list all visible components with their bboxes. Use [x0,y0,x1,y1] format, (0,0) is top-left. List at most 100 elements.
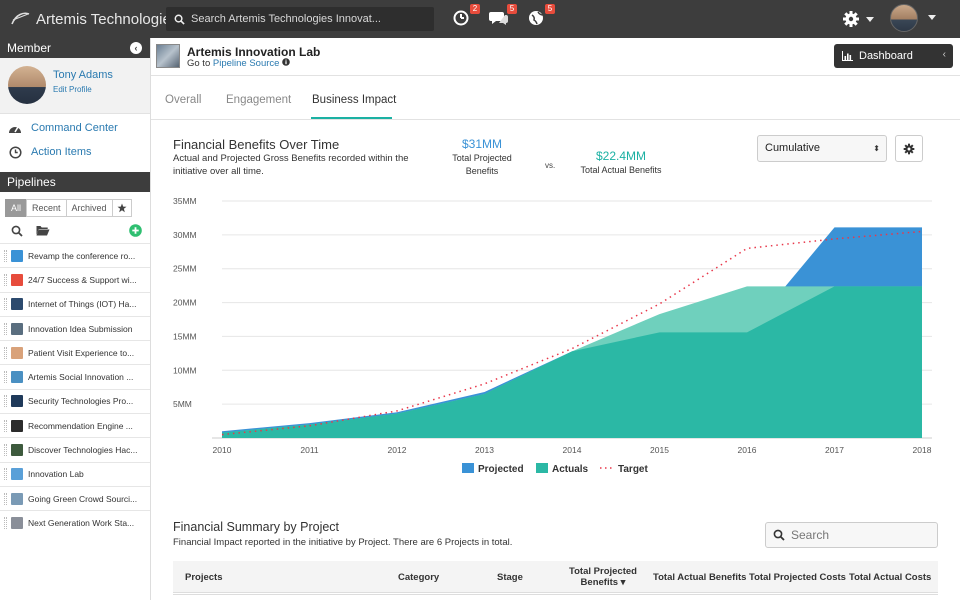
pipeline-list: Revamp the conference ro... 24/7 Success … [0,243,150,535]
bar-chart-icon [842,51,853,61]
search-pipelines-icon[interactable] [11,225,23,237]
col-total-projected-costs[interactable]: Total Projected Costs [749,571,846,583]
messages-button[interactable]: 5 [489,4,517,30]
nav-command-center-label: Command Center [31,122,118,134]
member-label: Member [7,41,52,55]
x-tick-label: 2010 [213,445,232,455]
summary-search-input[interactable]: Search [791,528,830,542]
col-projects[interactable]: Projects [185,571,223,583]
vs-label: vs. [545,161,556,170]
drag-handle-icon[interactable] [4,298,7,311]
nav-action-items[interactable]: Action Items [0,140,150,164]
drag-handle-icon[interactable] [4,444,7,457]
global-search[interactable]: Search Artemis Technologies Innovat... [166,7,434,31]
mode-select[interactable]: Cumulative ⬍ [757,135,887,162]
y-tick-label: 20MM [173,298,197,308]
pipeline-thumbnail [11,249,23,262]
summary-search[interactable]: Search [765,522,938,548]
pipeline-tools [0,217,150,243]
mode-select-value: Cumulative [765,142,821,154]
filter-all[interactable]: All [5,199,28,217]
tab-overall[interactable]: Overall [165,94,202,106]
drag-handle-icon[interactable] [4,492,7,505]
filter-archived[interactable]: Archived [65,199,113,217]
drag-handle-icon[interactable] [4,468,7,481]
pipeline-thumbnail [11,492,23,505]
pipeline-item[interactable]: Revamp the conference ro... [0,243,150,267]
pipeline-item[interactable]: Discover Technologies Hac... [0,437,150,461]
pipeline-item[interactable]: Innovation Idea Submission [0,315,150,340]
dashboard-button[interactable]: Dashboard ‹ [834,44,953,68]
drag-handle-icon[interactable] [4,273,7,286]
user-menu-caret-icon[interactable] [928,15,936,20]
drag-handle-icon[interactable] [4,249,7,262]
activity-icon [453,10,469,26]
chart-settings-button[interactable] [895,135,923,162]
drag-handle-icon[interactable] [4,419,7,432]
benefits-description: Actual and Projected Gross Benefits reco… [173,153,409,177]
tab-engagement[interactable]: Engagement [226,94,292,106]
add-pipeline-icon[interactable] [129,224,142,237]
tab-business-impact[interactable]: Business Impact [312,94,397,106]
drag-handle-icon[interactable] [4,395,7,408]
y-tick-label: 5MM [173,399,192,409]
summary-description: Financial Impact reported in the initiat… [173,537,513,548]
summary-table-body [173,594,938,600]
col-total-actual-benefits[interactable]: Total Actual Benefits [653,571,747,583]
drag-handle-icon[interactable] [4,371,7,384]
brand[interactable]: Artemis Technologies [10,8,178,30]
pipeline-item[interactable]: Security Technologies Pro... [0,388,150,413]
activity-button[interactable]: 2 [452,4,480,30]
summary-title: Financial Summary by Project [173,520,340,534]
settings-menu[interactable] [842,8,878,30]
search-input[interactable]: Search Artemis Technologies Innovat... [191,13,381,25]
total-actual-label: Total Actual Benefits [580,165,662,175]
folder-icon[interactable] [36,225,50,236]
member-avatar[interactable] [8,66,46,104]
pipeline-item[interactable]: Recommendation Engine ... [0,413,150,437]
pipeline-item[interactable]: Innovation Lab [0,461,150,486]
pipeline-thumbnail [11,322,23,335]
drag-handle-icon[interactable] [4,516,7,529]
benefits-title: Financial Benefits Over Time [173,137,340,152]
pipeline-item[interactable]: Patient Visit Experience to... [0,340,150,364]
col-total-projected-benefits[interactable]: Total Projected Benefits ▾ [561,561,645,593]
pipeline-item-label: Security Technologies Pro... [28,396,134,407]
info-icon[interactable] [282,58,290,66]
pipeline-logo [156,44,180,68]
total-projected-label: Total Projected Benefits [452,153,512,176]
nav-command-center[interactable]: Command Center [0,116,150,140]
pipeline-item[interactable]: Going Green Crowd Sourci... [0,485,150,510]
col-total-actual-costs[interactable]: Total Actual Costs [849,571,932,583]
x-tick-label: 2012 [388,445,407,455]
total-actual-value: $22.4MM [595,149,647,163]
x-tick-label: 2015 [650,445,669,455]
legend-target-label: Target [618,464,648,475]
filter-recent[interactable]: Recent [26,199,67,217]
overlap-area [222,286,922,438]
pipeline-item[interactable]: 24/7 Success & Support wi... [0,267,150,291]
pipeline-item[interactable]: Artemis Social Innovation ... [0,364,150,388]
pipeline-thumbnail [11,516,23,529]
col-stage[interactable]: Stage [497,571,523,583]
collapse-sidebar-icon[interactable]: ‹ [130,42,142,54]
active-tab-indicator [311,117,392,119]
pipeline-source-link[interactable]: Pipeline Source [212,58,280,69]
pipeline-thumbnail [11,371,23,384]
global-button[interactable]: 5 [527,4,555,30]
user-avatar[interactable] [890,4,918,32]
drag-handle-icon[interactable] [4,346,7,359]
col-category[interactable]: Category [398,571,440,583]
member-name[interactable]: Tony Adams [53,69,113,81]
chevron-down-icon [866,16,874,22]
pipeline-item[interactable]: Next Generation Work Sta... [0,510,150,534]
col-projected-line2: Benefits ▾ [580,577,626,588]
pipelines-header: Pipelines [0,172,150,192]
filter-starred[interactable] [111,199,132,217]
pipeline-thumbnail [11,395,23,408]
activity-badge: 2 [470,4,480,14]
pipeline-item-label: Internet of Things (IOT) Ha... [28,299,137,310]
drag-handle-icon[interactable] [4,322,7,335]
pipeline-item[interactable]: Internet of Things (IOT) Ha... [0,291,150,316]
edit-profile-link[interactable]: Edit Profile [53,85,92,94]
